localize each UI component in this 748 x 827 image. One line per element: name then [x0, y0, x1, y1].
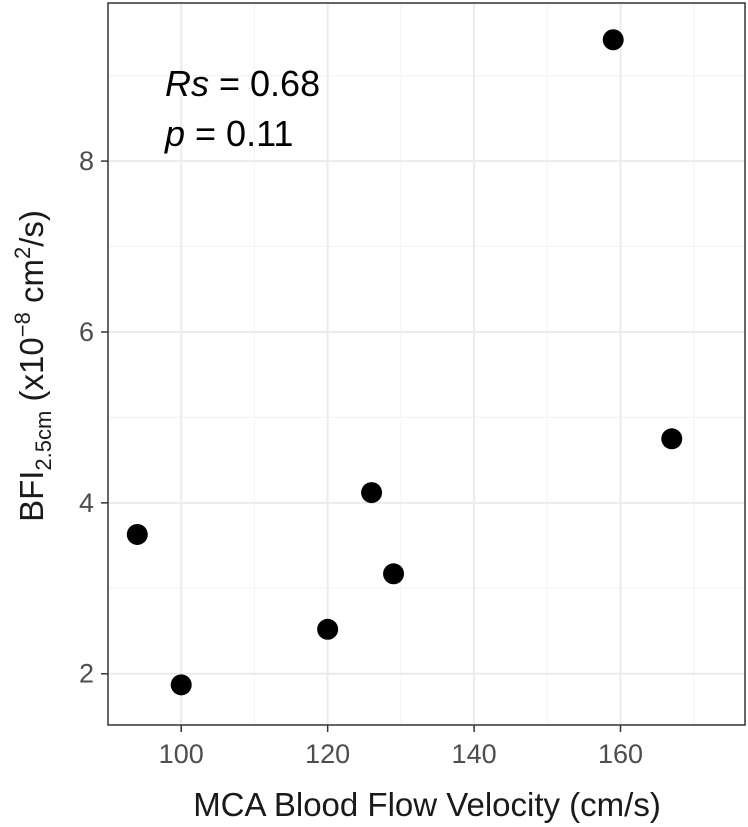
- data-point: [602, 29, 624, 51]
- data-points: [126, 29, 683, 696]
- y-axis-title-unit: cm: [13, 259, 50, 312]
- x-axis-title: MCA Blood Flow Velocity (cm/s): [193, 786, 661, 823]
- x-axis-ticks: 100 120 140 160: [159, 725, 643, 769]
- p-annotation: p = 0.11: [164, 113, 293, 154]
- y-axis-title-base: BFI: [13, 471, 50, 522]
- data-point: [170, 674, 192, 696]
- p-value: = 0.11: [185, 113, 293, 154]
- p-label: p: [164, 113, 185, 154]
- rs-label: Rs: [165, 63, 209, 104]
- data-point: [383, 563, 405, 585]
- major-gridlines: [108, 3, 745, 725]
- y-axis-title-prefix: (x10: [13, 337, 50, 410]
- x-tick-label: 120: [305, 739, 350, 769]
- y-axis-title-exponent: −8: [10, 312, 35, 337]
- y-axis-title-suffix: /s): [13, 210, 50, 247]
- y-axis-ticks: 2 4 6 8: [79, 146, 108, 689]
- rs-annotation: Rs = 0.68: [165, 63, 320, 104]
- data-point: [361, 482, 383, 504]
- y-axis-title-unit-exponent: 2: [10, 247, 35, 259]
- minor-gridlines: [108, 3, 745, 725]
- x-tick-label: 100: [159, 739, 204, 769]
- y-tick-label: 6: [79, 317, 94, 347]
- y-axis-title: BFI2.5cm (x10−8 cm2/s): [10, 210, 56, 522]
- x-tick-label: 140: [452, 739, 497, 769]
- rs-value: = 0.68: [209, 63, 320, 104]
- data-point: [317, 618, 339, 640]
- data-point: [126, 523, 148, 545]
- y-tick-label: 4: [79, 488, 94, 518]
- y-tick-label: 2: [79, 659, 94, 689]
- x-tick-label: 160: [598, 739, 643, 769]
- data-point: [661, 428, 683, 450]
- panel-border: [107, 2, 746, 726]
- y-tick-label: 8: [79, 146, 94, 176]
- y-axis-title-subscript: 2.5cm: [31, 411, 56, 471]
